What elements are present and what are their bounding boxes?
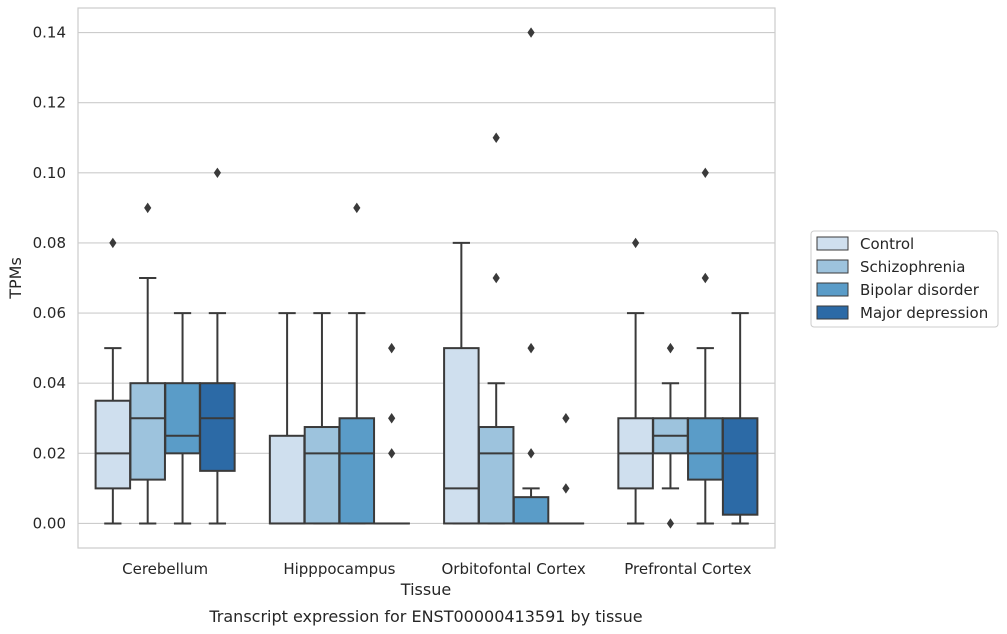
y-tick-label: 0.00 bbox=[33, 514, 66, 532]
box-major-depression-orbitofontal-cortex bbox=[547, 413, 585, 525]
outlier-point bbox=[632, 237, 640, 249]
legend-swatch-control bbox=[816, 236, 849, 251]
box-body bbox=[129, 382, 166, 481]
y-tick-label: 0.02 bbox=[33, 444, 66, 462]
box-body bbox=[303, 426, 341, 525]
box-body bbox=[199, 382, 236, 472]
box-bipolar-disorder-cerebellum bbox=[164, 312, 201, 525]
outlier-point bbox=[388, 413, 396, 424]
legend: Control Schizophrenia Bipolar disorder Majo… bbox=[810, 230, 999, 328]
box-body bbox=[268, 434, 306, 525]
outlier-point bbox=[527, 448, 535, 459]
y-tick-label: 0.10 bbox=[33, 164, 66, 182]
box-body bbox=[721, 417, 759, 516]
legend-label-control: Control bbox=[860, 235, 914, 253]
legend-swatch-bipolar-disorder bbox=[816, 282, 849, 297]
box-body bbox=[512, 496, 550, 525]
outlier-point bbox=[213, 167, 221, 179]
legend-label-schizophrenia: Schizophrenia bbox=[860, 258, 965, 276]
plot-area-frame bbox=[77, 7, 776, 549]
box-bipolar-disorder-orbitofontal-cortex bbox=[512, 27, 550, 525]
box-major-depression-prefrontal-cortex bbox=[721, 312, 759, 525]
x-tick-label-hipppocampus: Hipppocampus bbox=[283, 560, 395, 578]
y-tick-label: 0.08 bbox=[33, 234, 66, 252]
box-body bbox=[443, 347, 480, 525]
y-tick-label: 0.06 bbox=[33, 304, 66, 322]
outlier-point bbox=[701, 272, 709, 284]
outlier-point bbox=[701, 167, 709, 179]
box-body bbox=[338, 417, 376, 525]
x-axis-title: Tissue bbox=[400, 580, 451, 599]
outlier-point bbox=[492, 132, 500, 143]
box-series bbox=[94, 27, 759, 529]
outlier-point bbox=[388, 342, 396, 354]
x-tick-labels: Cerebellum Hipppocampus Orbitofontal Corte… bbox=[122, 560, 751, 578]
outlier-point bbox=[666, 518, 675, 529]
box-schizophrenia-orbitofontal-cortex bbox=[477, 132, 515, 525]
outlier-point bbox=[562, 413, 570, 424]
box-bipolar-disorder-hipppocampus bbox=[338, 202, 376, 525]
outlier-point bbox=[353, 202, 361, 214]
box-major-depression-cerebellum bbox=[199, 167, 236, 525]
box-schizophrenia-cerebellum bbox=[129, 202, 166, 525]
y-axis-title: TPMs bbox=[6, 257, 25, 300]
legend-swatch-major-depression bbox=[816, 305, 849, 320]
box-control-hipppocampus bbox=[268, 312, 306, 525]
outlier-point bbox=[666, 342, 675, 354]
figure-caption: Transcript expression for ENST0000041359… bbox=[208, 607, 642, 626]
legend-swatch-schizophrenia bbox=[816, 259, 849, 274]
outlier-point bbox=[562, 483, 570, 494]
box-control-cerebellum bbox=[94, 237, 132, 525]
y-tick-labels: 0.00 0.02 0.04 0.06 0.08 0.10 0.12 0.14 bbox=[33, 24, 66, 533]
box-control-prefrontal-cortex bbox=[617, 237, 654, 525]
outlier-point bbox=[527, 27, 535, 38]
y-tick-label: 0.14 bbox=[33, 24, 66, 42]
y-tick-label: 0.12 bbox=[33, 94, 66, 112]
legend-label-bipolar-disorder: Bipolar disorder bbox=[860, 281, 980, 299]
x-tick-label-prefrontal-cortex: Prefrontal Cortex bbox=[624, 560, 751, 578]
outlier-point bbox=[388, 448, 396, 459]
box-body bbox=[164, 382, 201, 455]
x-tick-label-cerebellum: Cerebellum bbox=[122, 560, 208, 578]
box-body bbox=[477, 426, 515, 525]
box-control-orbitofontal-cortex bbox=[443, 241, 480, 525]
y-tick-label: 0.04 bbox=[33, 374, 66, 392]
box-major-depression-hipppocampus bbox=[373, 342, 410, 525]
box-body bbox=[687, 417, 724, 481]
x-tick-label-orbitofontal-cortex: Orbitofontal Cortex bbox=[442, 560, 586, 578]
legend-frame bbox=[810, 230, 999, 328]
outlier-point bbox=[527, 342, 535, 354]
box-bipolar-disorder-prefrontal-cortex bbox=[687, 167, 724, 525]
box-schizophrenia-prefrontal-cortex bbox=[652, 342, 689, 529]
outlier-point bbox=[492, 272, 500, 284]
legend-label-major-depression: Major depression bbox=[860, 304, 988, 322]
box-schizophrenia-hipppocampus bbox=[303, 312, 341, 525]
box-body bbox=[94, 399, 132, 490]
outlier-point bbox=[144, 202, 152, 214]
outlier-point bbox=[109, 237, 117, 249]
